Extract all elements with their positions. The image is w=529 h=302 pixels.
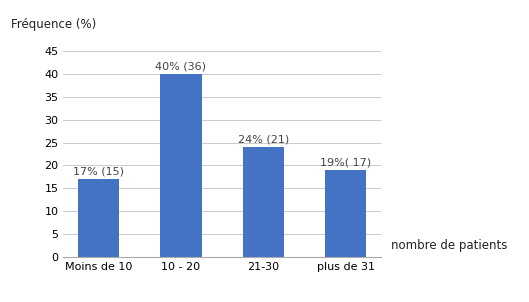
Text: Fréquence (%): Fréquence (%) xyxy=(11,18,96,31)
Text: nombre de patients: nombre de patients xyxy=(391,239,508,252)
Bar xyxy=(325,170,367,257)
Text: 24% (21): 24% (21) xyxy=(238,134,289,144)
Text: 17% (15): 17% (15) xyxy=(73,166,124,176)
Bar xyxy=(78,179,119,257)
Text: 19%( 17): 19%( 17) xyxy=(320,157,371,167)
Bar xyxy=(243,147,284,257)
Text: 40% (36): 40% (36) xyxy=(156,61,206,71)
Bar xyxy=(160,74,202,257)
